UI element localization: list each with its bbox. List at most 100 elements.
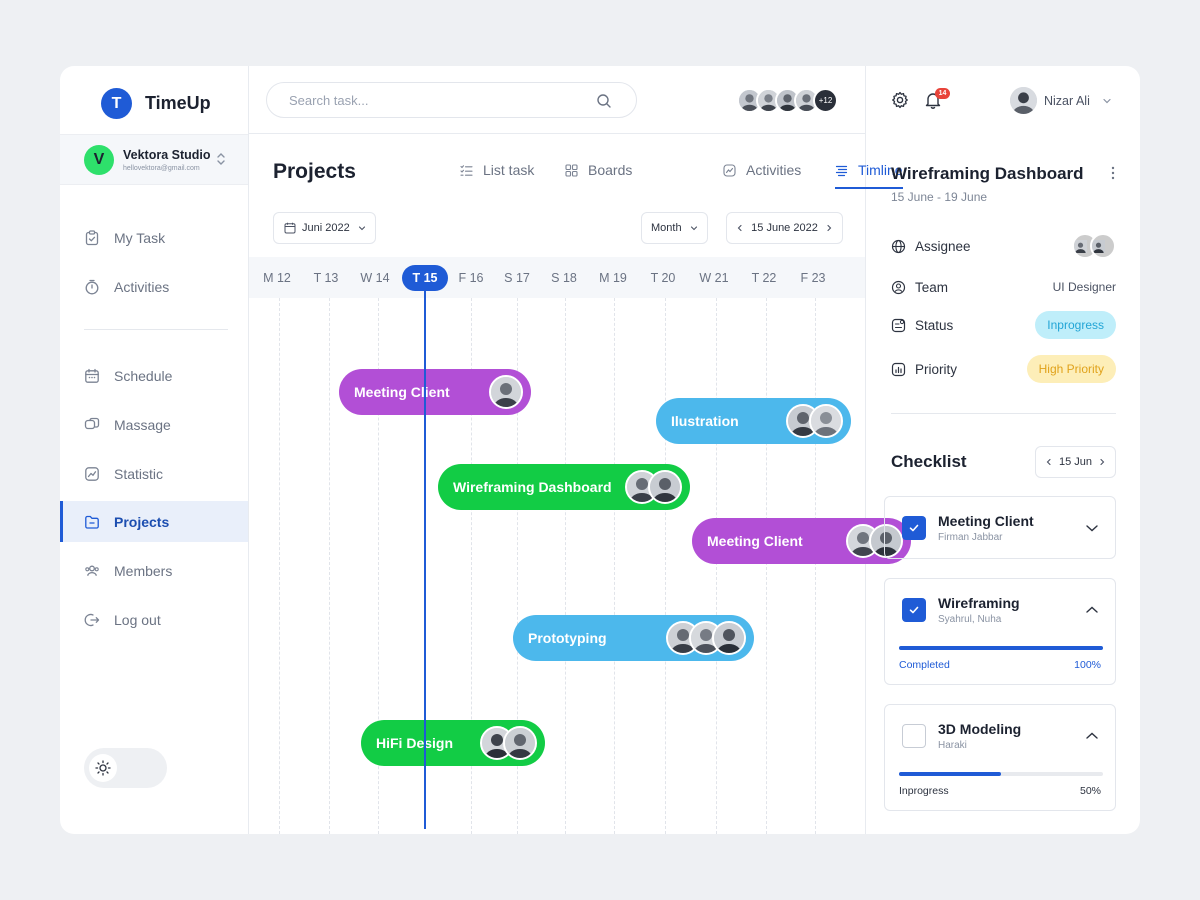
task-bar-meeting-client[interactable]: Meeting Client — [339, 369, 531, 415]
chevron-left-icon[interactable] — [1045, 458, 1053, 466]
day-text: S 18 — [551, 270, 577, 285]
workspace-switcher[interactable]: V Vektora Studio hellovektora@gmail.com — [60, 134, 248, 185]
team-avatars[interactable]: +12 — [737, 88, 838, 113]
day-label[interactable]: M 12 — [252, 257, 302, 298]
chevron-down-icon — [1103, 98, 1111, 103]
avatar — [489, 375, 523, 409]
day-text: W 14 — [360, 270, 390, 285]
property-label: Status — [915, 317, 954, 333]
sidebar-item-statistic[interactable]: Statistic — [60, 453, 248, 494]
brand[interactable]: T TimeUp — [101, 88, 211, 119]
chevron-up-icon[interactable] — [1085, 731, 1099, 741]
tab-label: Timline — [858, 162, 903, 178]
search-icon[interactable] — [596, 93, 612, 109]
panel-topbar: 14 Nizar Ali — [866, 66, 1140, 134]
task-bar-prototyping[interactable]: Prototyping — [513, 615, 754, 661]
day-label[interactable]: F 16 — [446, 257, 496, 298]
tab-list-task[interactable]: List task — [460, 162, 534, 192]
sidebar-item-massage[interactable]: Massage — [60, 404, 248, 445]
grid-line — [329, 298, 330, 834]
sidebar-item-label: Projects — [114, 513, 170, 530]
gear-icon[interactable] — [891, 91, 909, 109]
grid-line — [766, 298, 767, 834]
sidebar-item-activities[interactable]: Activities — [60, 266, 248, 307]
day-label[interactable]: S 18 — [539, 257, 589, 298]
task-bar-label: Wireframing Dashboard — [453, 479, 612, 495]
day-label[interactable]: T 13 — [301, 257, 351, 298]
view-select[interactable]: Month — [641, 212, 708, 244]
workspace-logo: V — [84, 144, 114, 175]
sidebar-item-schedule[interactable]: Schedule — [60, 355, 248, 396]
day-label[interactable]: T 22 — [739, 257, 789, 298]
sidebar-item-label: Massage — [114, 416, 171, 433]
boards-icon — [565, 164, 578, 177]
day-label[interactable]: F 23 — [788, 257, 838, 298]
tab-timline[interactable]: Timline — [835, 162, 903, 192]
activity-icon — [723, 164, 736, 177]
tab-boards[interactable]: Boards — [565, 162, 632, 192]
today-indicator-line — [424, 284, 426, 829]
checklist-item-title: 3D Modeling — [938, 721, 1022, 737]
chevron-down-icon[interactable] — [1085, 523, 1099, 533]
day-label[interactable]: T 20 — [638, 257, 688, 298]
day-label-today[interactable]: T 15 — [400, 257, 450, 298]
avatar — [648, 470, 682, 504]
day-label[interactable]: W 14 — [350, 257, 400, 298]
grid-line — [471, 298, 472, 834]
chevron-down-icon — [690, 226, 697, 231]
checkbox-unchecked[interactable] — [902, 724, 926, 748]
chevron-right-icon[interactable] — [825, 224, 833, 232]
search-input[interactable] — [289, 92, 579, 108]
chevron-up-icon[interactable] — [1085, 605, 1099, 615]
sidebar-item-projects[interactable]: Projects — [60, 501, 248, 542]
sidebar-item-members[interactable]: Members — [60, 550, 248, 591]
checkbox-checked[interactable] — [902, 598, 926, 622]
tab-activities[interactable]: Activities — [723, 162, 801, 192]
more-vertical-icon[interactable] — [1110, 166, 1116, 180]
user-menu[interactable]: Nizar Ali — [1010, 87, 1112, 114]
calendar-icon — [85, 368, 99, 383]
sidebar-item-label: Schedule — [114, 367, 173, 384]
theme-toggle[interactable] — [84, 748, 167, 788]
checklist-item-3d-modeling: 3D Modeling Haraki Inprogress 50% — [884, 704, 1116, 811]
chevron-down-icon — [358, 226, 365, 231]
calendar-icon — [284, 222, 296, 234]
chevron-left-icon[interactable] — [736, 224, 744, 232]
day-label[interactable]: M 19 — [588, 257, 638, 298]
workspace-email: hellovektora@gmail.com — [123, 164, 200, 172]
search-box — [266, 82, 637, 118]
workspace-info: Vektora Studio hellovektora@gmail.com — [123, 148, 211, 172]
property-label: Team — [915, 279, 949, 295]
task-bar-ilustration[interactable]: Ilustration — [656, 398, 851, 444]
checkbox-checked[interactable] — [902, 516, 926, 540]
logout-icon — [84, 613, 100, 626]
task-bar-label: HiFi Design — [376, 735, 454, 751]
avatar — [869, 524, 903, 558]
property-priority: Priority High Priority — [891, 354, 1116, 384]
page-title: Projects — [273, 160, 356, 183]
avatar — [1010, 87, 1037, 114]
task-bar-hifi-design[interactable]: HiFi Design — [361, 720, 545, 766]
checklist-date-navigator: 15 Jun — [1035, 446, 1116, 478]
day-text: T 13 — [313, 270, 339, 285]
task-bar-meeting-client-2[interactable]: Meeting Client — [692, 518, 911, 564]
sidebar-item-label: My Task — [114, 229, 166, 246]
assignee-avatars[interactable] — [1072, 233, 1116, 259]
tab-label: Boards — [588, 162, 633, 178]
month-picker[interactable]: Juni 2022 — [273, 212, 376, 244]
priority-badge[interactable]: High Priority — [1026, 355, 1116, 383]
sidebar-item-my-task[interactable]: My Task — [60, 217, 248, 258]
sidebar-item-log-out[interactable]: Log out — [60, 599, 248, 640]
task-detail-panel: 14 Nizar Ali Wireframing Dashboard 15 Ju… — [866, 66, 1140, 834]
list-icon — [460, 165, 473, 176]
chevron-right-icon[interactable] — [1098, 458, 1106, 466]
task-bar-label: Prototyping — [528, 630, 607, 646]
checklist-item-title: Meeting Client — [938, 513, 1034, 529]
day-label[interactable]: W 21 — [689, 257, 739, 298]
checklist-item-meeting-client: Meeting Client Firman Jabbar — [884, 496, 1116, 559]
progress-fill — [899, 772, 1001, 776]
day-label[interactable]: S 17 — [492, 257, 542, 298]
status-badge[interactable]: Inprogress — [1035, 311, 1116, 339]
task-bar-wireframing-dashboard[interactable]: Wireframing Dashboard — [438, 464, 690, 510]
progress-value: 100% — [1074, 659, 1101, 671]
